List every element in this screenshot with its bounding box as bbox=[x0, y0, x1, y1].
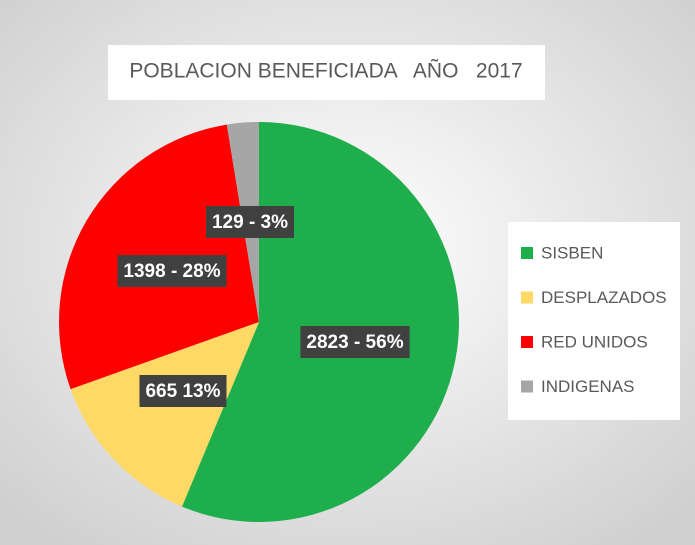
data-label-box bbox=[205, 206, 295, 238]
legend-swatch bbox=[521, 247, 533, 259]
data-label: 2823 - 56% bbox=[306, 332, 403, 353]
pie-slice bbox=[181, 122, 460, 523]
data-label: 1398 - 28% bbox=[123, 261, 220, 282]
data-label-box bbox=[139, 375, 227, 407]
title-box bbox=[108, 45, 545, 100]
legend-swatch bbox=[521, 336, 533, 348]
data-label-box bbox=[117, 255, 227, 287]
legend-swatch bbox=[521, 291, 533, 304]
data-label: 665 13% bbox=[145, 381, 220, 402]
data-label-box bbox=[300, 326, 410, 358]
legend-label: SISBEN bbox=[541, 243, 603, 262]
chart-title: POBLACION BENEFICIADA AÑO 2017 bbox=[129, 59, 522, 83]
legend-label: RED UNIDOS bbox=[541, 332, 648, 351]
legend-label: INDIGENAS bbox=[541, 377, 635, 396]
data-label: 129 - 3% bbox=[212, 212, 288, 233]
pie-slice bbox=[70, 322, 259, 507]
legend-label: DESPLAZADOS bbox=[541, 288, 667, 307]
legend-box bbox=[508, 222, 680, 420]
legend-swatch bbox=[521, 380, 533, 393]
